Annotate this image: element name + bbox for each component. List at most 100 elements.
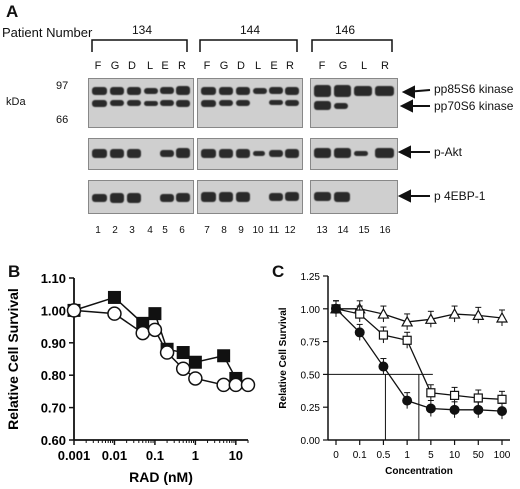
label-p-4ebp1: p 4EBP-1	[434, 189, 486, 203]
data-point-square	[355, 309, 365, 319]
patient-146-label: 146	[335, 23, 356, 37]
y-tick-label: 1.25	[301, 272, 321, 283]
data-point-circle	[159, 345, 175, 360]
x-tick-label: 0	[333, 450, 339, 461]
panel-c-letter: C	[272, 262, 285, 281]
lane-number: 5	[162, 225, 168, 236]
y-tick-label: 1.10	[41, 271, 66, 286]
lane-number: 8	[221, 225, 227, 236]
lane-number: 9	[238, 225, 244, 236]
x-axis-label: Concentration	[385, 466, 453, 477]
data-point-circle	[402, 395, 413, 406]
data-point-circle	[354, 327, 365, 338]
y-tick-label: 0.80	[41, 368, 66, 383]
data-point-square	[188, 355, 202, 369]
blot-4ebp1-144	[197, 180, 303, 214]
lane-letter: G	[338, 60, 348, 72]
lane-number: 10	[252, 225, 264, 236]
lane-letter: G	[110, 60, 120, 72]
lane-number: 2	[112, 225, 118, 236]
lane-letter: R	[178, 60, 186, 72]
patient-134-label: 134	[132, 23, 153, 37]
data-point-square	[378, 330, 389, 340]
data-point-triangle	[495, 311, 509, 323]
x-tick-label: 5	[428, 450, 434, 461]
lane-letter: R	[286, 60, 294, 72]
chart-c: 0.00 0.25 0.50 0.75 1.00 1.25 0 0.1 0.5 1 5 10 50 100…	[278, 272, 511, 477]
data-point-square	[107, 290, 121, 304]
data-point-circle	[175, 361, 191, 376]
x-tick-label: 10	[229, 448, 243, 463]
x-axis-label: RAD (nM)	[129, 469, 193, 485]
data-point-square	[449, 390, 460, 400]
patient-brackets	[91, 39, 393, 52]
y-axis-label: Relative Cell Survival	[278, 307, 289, 408]
data-point-circle	[188, 371, 203, 386]
y-tick-label: 0.25	[301, 403, 321, 414]
lane-number: 14	[337, 225, 349, 236]
x-tick-label: 100	[494, 450, 511, 461]
data-point-circle	[228, 377, 244, 393]
y-tick-label: 0.75	[301, 338, 321, 349]
label-pp70s6-kinase: pp70S6 kinase	[434, 99, 514, 113]
lane-letter: L	[146, 60, 154, 72]
y-tick-label: 1.00	[41, 303, 66, 318]
y-axis-label: Relative Cell Survival	[5, 288, 21, 430]
x-tick-label: 0.5	[376, 450, 390, 461]
y-tick-label: 0.90	[41, 336, 66, 351]
blot-s6k-134	[88, 78, 194, 128]
lane-number: 15	[358, 225, 370, 236]
lane-number: 3	[129, 225, 135, 236]
data-point-circle	[331, 303, 341, 314]
data-point-circle	[473, 404, 484, 415]
x-tick-label: 0.1	[353, 450, 367, 461]
data-point-circle	[66, 303, 82, 318]
lane-letter: G	[219, 60, 229, 72]
lane-number: 6	[179, 225, 185, 236]
data-point-triangle	[377, 307, 390, 319]
x-tick-label: 0.001	[58, 448, 91, 463]
data-point-triangle	[472, 309, 485, 320]
blot-4ebp1-146	[310, 180, 398, 214]
lane-letter: F	[318, 60, 326, 72]
y-tick-label: 0.60	[41, 433, 66, 448]
data-point-circle	[135, 325, 150, 341]
panel-b-letter: B	[8, 262, 21, 281]
y-tick-label: 0.00	[301, 436, 321, 447]
patient-144-label: 144	[240, 23, 261, 37]
blot-s6k-144	[197, 78, 303, 128]
blot-akt-134	[88, 138, 194, 170]
x-tick-label: 1	[192, 448, 199, 463]
data-point-circle	[425, 403, 436, 414]
y-tick-label: 0.70	[41, 401, 66, 416]
lane-number: 4	[147, 225, 153, 236]
lane-letter: L	[360, 60, 368, 72]
x-tick-label: 1	[404, 450, 410, 461]
lane-letter: D	[128, 60, 136, 72]
chart-b: 0.60 0.70 0.80 0.90 1.00 1.10 0.001 0.01 0.1 1 10 R…	[5, 271, 256, 485]
data-point-circle	[378, 361, 389, 372]
lane-number: 1	[95, 225, 101, 236]
data-point-circle	[147, 322, 163, 338]
lane-letter: L	[254, 60, 262, 72]
blot-akt-146	[310, 138, 398, 170]
x-tick-label: 0.01	[102, 448, 127, 463]
label-p-akt: p-Akt	[434, 145, 463, 159]
data-point-square	[426, 388, 436, 398]
x-tick-label: 0.1	[146, 448, 164, 463]
x-tick-label: 50	[473, 450, 485, 461]
lane-number: 12	[284, 225, 296, 236]
data-point-square	[176, 346, 190, 360]
lane-number: 7	[204, 225, 210, 236]
data-point-triangle	[424, 313, 437, 324]
patient-number-label: Patient Number	[2, 25, 93, 40]
lane-letter: E	[161, 60, 169, 72]
data-point-circle	[449, 404, 460, 415]
label-pp85s6-kinase: pp85S6 kinase	[434, 82, 514, 96]
data-point-triangle	[401, 315, 414, 327]
data-point-square	[217, 349, 231, 363]
marker-66: 66	[56, 114, 69, 126]
blot-akt-144	[197, 138, 303, 170]
data-point-circle	[240, 377, 256, 393]
data-point-square	[497, 394, 507, 404]
